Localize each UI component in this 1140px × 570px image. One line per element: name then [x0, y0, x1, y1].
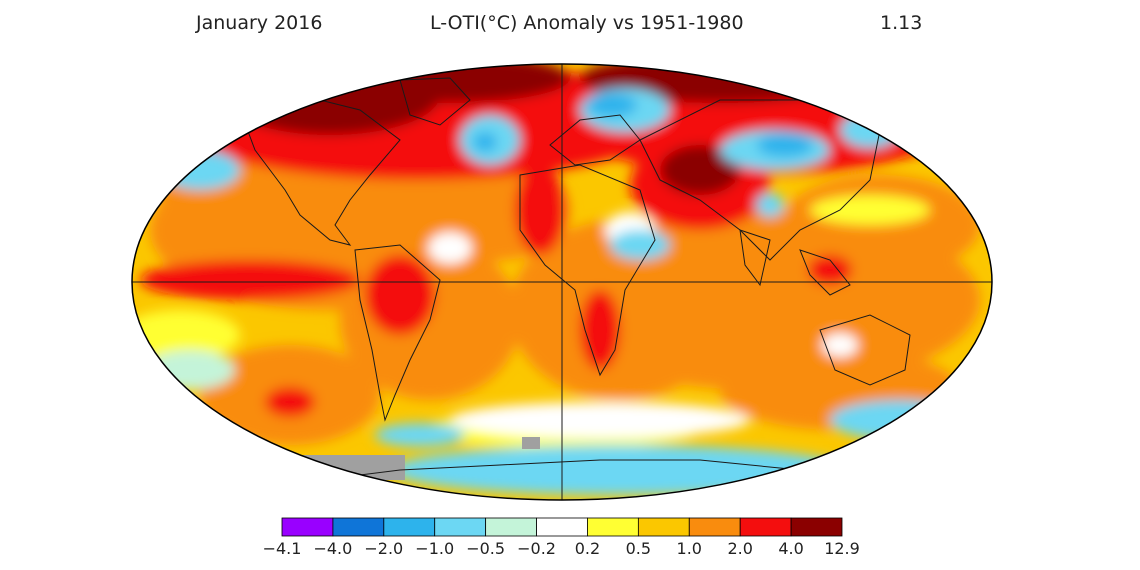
colorbar-tick-label: −0.2	[517, 539, 556, 558]
colorbar-bin	[536, 517, 588, 537]
colorbar-bin	[688, 517, 741, 537]
colorbar-tick-label: 2.0	[727, 539, 752, 558]
map-date-label: January 2016	[196, 12, 323, 34]
colorbar-tick-label: 12.9	[824, 539, 860, 558]
colorbar-tick-label: 0.5	[626, 539, 651, 558]
global-mean-value: 1.13	[880, 12, 923, 34]
colorbar-bin	[383, 517, 436, 537]
map-outline	[131, 63, 993, 501]
anomaly-blobs	[132, 64, 980, 495]
map-title: L-OTI(°C) Anomaly vs 1951-1980	[430, 12, 744, 34]
colorbar-bin	[281, 517, 334, 537]
colorbar-tick-label: −2.0	[364, 539, 403, 558]
colorbar-bin	[739, 517, 792, 537]
colorbar-bin	[434, 517, 487, 537]
colorbar-tick-label: −0.5	[466, 539, 505, 558]
colorbar-tick-label: −4.1	[263, 539, 302, 558]
missing-data-patch	[250, 455, 405, 480]
colorbar-tick-label: −4.0	[313, 539, 352, 558]
colorbar-tick-label: 4.0	[778, 539, 803, 558]
colorbar-bin	[587, 517, 639, 537]
colorbar-bin	[790, 517, 843, 537]
colorbar-tick-label: 1.0	[677, 539, 702, 558]
colorbar-bin	[332, 517, 385, 537]
colorbar: −4.1 −4.0 −2.0 −1.0 −0.5 −0.2 0.2 0.5 1.0 2.0 4.0 1…	[263, 517, 860, 558]
missing-data-patch	[522, 437, 540, 449]
colorbar-bin	[637, 517, 690, 537]
colorbar-bin	[485, 517, 537, 537]
colorbar-tick-label: −1.0	[415, 539, 454, 558]
colorbar-tick-label: 0.2	[575, 539, 600, 558]
